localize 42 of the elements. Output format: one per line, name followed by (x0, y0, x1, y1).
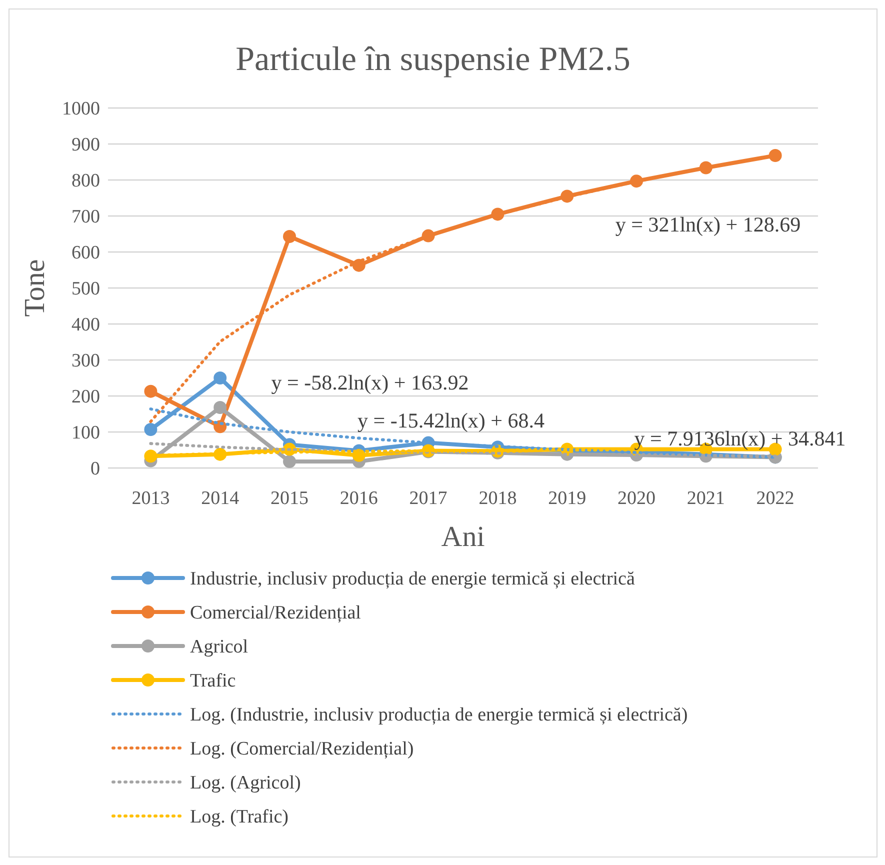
legend-label: Log. (Agricol) (190, 772, 301, 794)
y-tick-label: 1000 (62, 98, 100, 120)
y-tick-label: 700 (72, 206, 100, 228)
y-tick-label: 400 (72, 314, 100, 336)
y-tick-label: 300 (72, 350, 100, 372)
y-tick-label: 100 (72, 422, 100, 444)
x-tick-label: 2022 (756, 488, 794, 509)
legend-label: Log. (Trafic) (190, 806, 288, 828)
legend-label: Agricol (190, 636, 248, 658)
y-axis-title: Tone (19, 259, 51, 317)
legend-label: Log. (Comercial/Rezidențial) (190, 738, 414, 760)
legend-label: Log. (Industrie, inclusiv producția de energie termică și electrică) (190, 704, 688, 726)
y-tick-label: 500 (72, 278, 100, 300)
point (214, 372, 227, 384)
legend-label: Trafic (190, 670, 236, 692)
point (144, 422, 158, 436)
x-tick-label: 2015 (270, 488, 308, 509)
annotation: y = -58.2ln(x) + 163.92 (271, 370, 469, 394)
x-tick-label: 2021 (686, 488, 725, 509)
point (283, 455, 296, 468)
x-tick-label: 2020 (618, 488, 656, 509)
x-tick-label: 2014 (201, 488, 240, 509)
x-tick-label: 2018 (478, 488, 517, 509)
y-tick-label: 800 (72, 170, 100, 192)
legend-label: Comercial/Rezidențial (190, 602, 361, 624)
y-tick-label: 200 (72, 386, 100, 408)
annotation: y = 321ln(x) + 128.69 (615, 212, 801, 236)
x-tick-label: 2013 (132, 488, 170, 509)
legend-label: Industrie, inclusiv producția de energie termică și electrică (190, 568, 636, 590)
x-tick-label: 2016 (340, 488, 378, 509)
point (214, 401, 227, 414)
x-tick-label: 2019 (548, 488, 586, 509)
x-tick-label: 2017 (409, 488, 448, 509)
x-axis-title: Ani (441, 521, 485, 553)
point (144, 384, 158, 398)
annotation: y = 7.9136ln(x) + 34.841 (634, 426, 846, 450)
point (283, 230, 296, 244)
chart-title: Particule în suspensie PM2.5 (236, 41, 630, 78)
annotation: y = -15.42ln(x) + 68.4 (357, 408, 545, 432)
y-tick-label: 600 (72, 242, 100, 264)
y-tick-label: 900 (72, 134, 100, 156)
y-tick-label: 0 (90, 458, 100, 480)
